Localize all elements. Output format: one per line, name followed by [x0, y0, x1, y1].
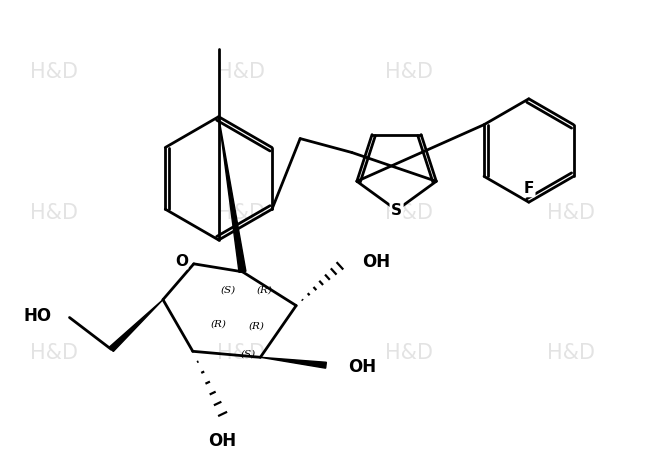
- Text: H&D: H&D: [30, 62, 77, 82]
- Text: OH: OH: [348, 358, 376, 376]
- Polygon shape: [109, 300, 163, 352]
- Text: HO: HO: [23, 306, 51, 325]
- Text: H&D: H&D: [385, 62, 433, 82]
- Text: H&D: H&D: [547, 343, 595, 363]
- Text: H&D: H&D: [547, 202, 595, 222]
- Text: H&D: H&D: [217, 202, 265, 222]
- Text: (R): (R): [211, 320, 227, 329]
- Text: OH: OH: [362, 253, 390, 271]
- Text: H&D: H&D: [385, 202, 433, 222]
- Text: (S): (S): [241, 350, 256, 359]
- Text: H&D: H&D: [30, 343, 77, 363]
- Polygon shape: [261, 357, 326, 368]
- Text: H&D: H&D: [217, 62, 265, 82]
- Text: S: S: [391, 202, 402, 218]
- Text: H&D: H&D: [217, 343, 265, 363]
- Text: H&D: H&D: [30, 202, 77, 222]
- Text: (S): (S): [221, 285, 236, 294]
- Text: F: F: [524, 181, 534, 196]
- Polygon shape: [218, 117, 246, 272]
- Text: (R): (R): [256, 285, 272, 294]
- Text: OH: OH: [209, 432, 237, 450]
- Text: O: O: [176, 254, 188, 270]
- Text: (R): (R): [248, 322, 265, 331]
- Text: H&D: H&D: [385, 343, 433, 363]
